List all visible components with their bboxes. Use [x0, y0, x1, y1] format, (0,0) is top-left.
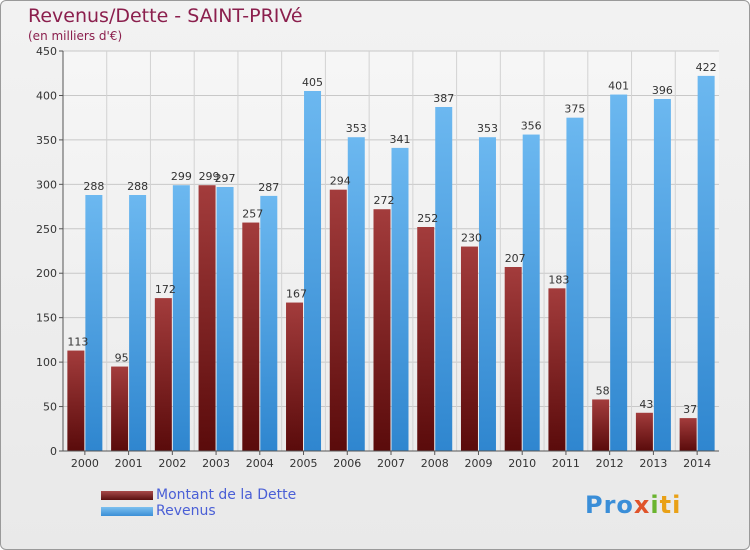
data-label-revenus-2000: 288 [83, 180, 104, 193]
bar-revenus-2009 [478, 137, 496, 451]
data-label-revenus-2001: 288 [127, 180, 148, 193]
x-tick-label: 2006 [333, 457, 361, 470]
bar-revenus-2010 [522, 134, 540, 452]
data-label-debt-2005: 167 [286, 288, 307, 301]
bar-debt-2004 [242, 222, 260, 451]
data-label-revenus-2004: 287 [258, 181, 279, 194]
chart-title: Revenus/Dette - SAINT-PRIVé [28, 5, 303, 27]
bar-revenus-2014 [697, 75, 715, 451]
bar-debt-2006 [329, 189, 347, 451]
x-tick-label: 2010 [508, 457, 536, 470]
bar-debt-2010 [504, 267, 522, 451]
chart-subtitle: (en milliers d'€) [28, 29, 123, 43]
x-tick-label: 2014 [683, 457, 711, 470]
legend-label-debt: Montant de la Dette [156, 487, 297, 503]
data-label-debt-2006: 294 [330, 175, 351, 188]
bar-revenus-2001 [129, 195, 147, 451]
data-label-debt-2007: 272 [374, 194, 395, 207]
bar-debt-2008 [417, 227, 435, 451]
data-label-debt-2004: 257 [242, 208, 263, 221]
legend-swatch-debt [101, 490, 153, 500]
bar-revenus-2008 [435, 107, 453, 451]
bar-debt-2013 [635, 412, 653, 451]
data-label-revenus-2010: 356 [521, 120, 542, 133]
x-tick-label: 2008 [421, 457, 449, 470]
data-label-revenus-2002: 299 [171, 170, 192, 183]
data-label-revenus-2005: 405 [302, 76, 323, 89]
x-tick-label: 2011 [552, 457, 580, 470]
legend-item-debt: Montant de la Dette [101, 487, 296, 503]
bar-debt-2001 [111, 366, 129, 451]
data-label-debt-2011: 183 [548, 273, 569, 286]
y-tick-label: 150 [36, 312, 57, 325]
x-tick-label: 2002 [158, 457, 186, 470]
y-tick-label: 0 [50, 445, 57, 458]
y-tick-label: 50 [43, 401, 57, 414]
data-label-debt-2010: 207 [505, 252, 526, 265]
bar-debt-2014 [679, 418, 697, 451]
bar-revenus-2012 [610, 94, 628, 452]
data-label-debt-2003: 299 [199, 170, 220, 183]
data-label-debt-2008: 252 [417, 212, 438, 225]
bar-revenus-2005 [304, 91, 322, 451]
bar-revenus-2011 [566, 117, 584, 452]
data-label-revenus-2006: 353 [346, 122, 367, 135]
data-label-revenus-2013: 396 [652, 84, 673, 97]
x-tick-label: 2005 [290, 457, 318, 470]
data-label-revenus-2009: 353 [477, 122, 498, 135]
data-label-revenus-2012: 401 [608, 80, 629, 93]
x-tick-label: 2009 [464, 457, 492, 470]
y-tick-label: 250 [36, 223, 57, 236]
legend-label-revenus: Revenus [156, 503, 216, 519]
y-tick-label: 300 [36, 178, 57, 191]
bar-revenus-2004 [260, 195, 278, 451]
bar-debt-2003 [198, 185, 216, 451]
data-label-debt-2012: 58 [596, 384, 610, 397]
bar-revenus-2000 [85, 195, 103, 451]
bar-debt-2007 [373, 209, 391, 451]
y-tick-label: 400 [36, 89, 57, 102]
data-label-revenus-2011: 375 [564, 103, 585, 116]
legend-item-revenus: Revenus [101, 503, 296, 519]
data-label-debt-2014: 37 [683, 403, 697, 416]
y-tick-label: 450 [36, 45, 57, 58]
chart-legend: Montant de la Dette Revenus [101, 487, 296, 519]
data-label-debt-2002: 172 [155, 283, 176, 296]
x-tick-label: 2012 [596, 457, 624, 470]
x-tick-label: 2007 [377, 457, 405, 470]
data-label-revenus-2003: 297 [215, 172, 236, 185]
data-label-debt-2009: 230 [461, 232, 482, 245]
bar-revenus-2002 [172, 185, 190, 451]
x-tick-label: 2003 [202, 457, 230, 470]
bar-debt-2000 [67, 350, 85, 451]
x-tick-label: 2013 [639, 457, 667, 470]
bar-debt-2011 [548, 288, 566, 451]
y-tick-label: 350 [36, 134, 57, 147]
proxiti-logo: Proxiti [585, 491, 682, 519]
bar-debt-2012 [592, 399, 610, 451]
y-tick-label: 200 [36, 267, 57, 280]
data-label-revenus-2014: 422 [696, 61, 717, 74]
bar-debt-2002 [154, 298, 172, 451]
bar-revenus-2003 [216, 187, 234, 451]
legend-swatch-revenus [101, 506, 153, 516]
bar-revenus-2006 [347, 137, 365, 451]
x-tick-label: 2000 [71, 457, 99, 470]
data-label-revenus-2008: 387 [433, 92, 454, 105]
plot-area [63, 51, 719, 451]
data-label-debt-2013: 43 [639, 398, 653, 411]
data-label-debt-2000: 113 [67, 336, 88, 349]
bar-debt-2005 [286, 302, 304, 451]
bar-revenus-2007 [391, 147, 409, 451]
x-tick-label: 2004 [246, 457, 274, 470]
data-label-revenus-2007: 341 [390, 133, 411, 146]
bar-revenus-2013 [653, 99, 671, 451]
y-tick-label: 100 [36, 356, 57, 369]
data-label-debt-2001: 95 [115, 352, 129, 365]
bar-debt-2009 [460, 246, 478, 451]
x-tick-label: 2001 [115, 457, 143, 470]
